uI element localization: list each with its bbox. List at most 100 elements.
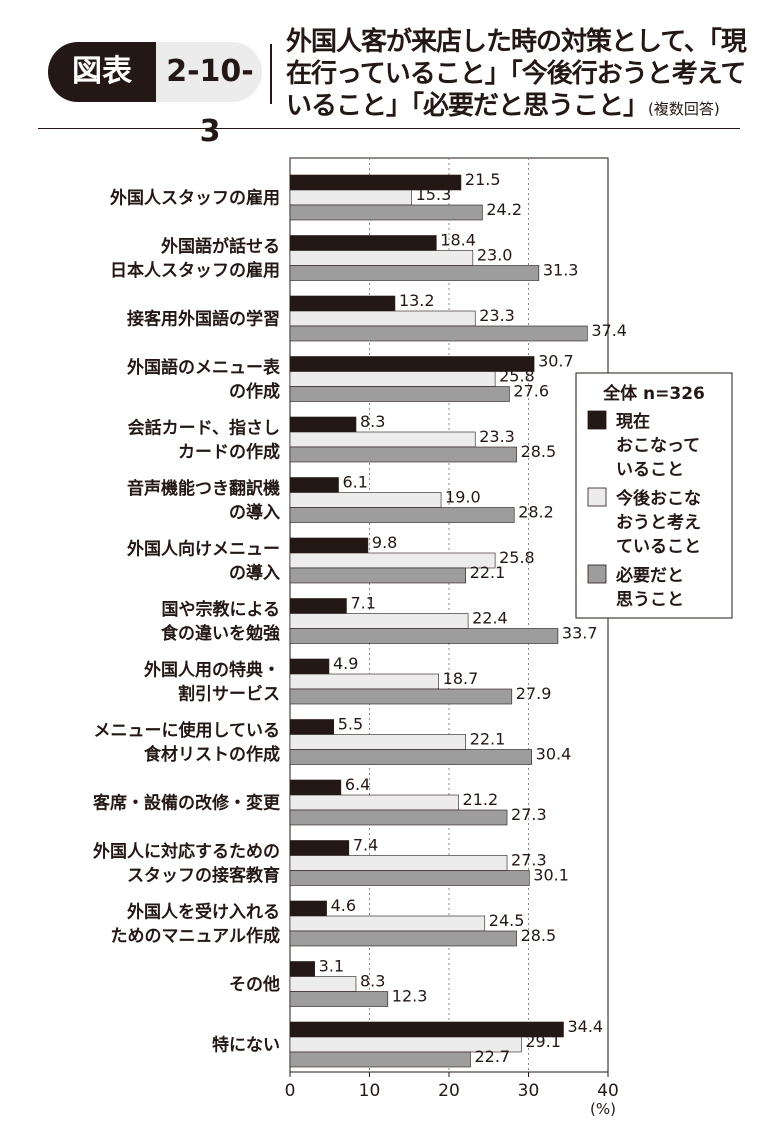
- bar-value-label: 28.5: [521, 442, 557, 461]
- bar: [289, 416, 357, 433]
- bar: [289, 855, 508, 871]
- bar: [289, 930, 517, 947]
- legend-label: おうと考え: [616, 512, 701, 533]
- bar-value-label: 13.2: [399, 291, 435, 310]
- category-label: 割引サービス: [178, 684, 280, 705]
- category-label: 日本人スタッフの雇用: [110, 260, 280, 281]
- header-rule: [38, 128, 740, 129]
- bar: [289, 900, 327, 917]
- category-label: 接客用外国語の学習: [127, 309, 280, 330]
- legend-title: 全体 n=326: [602, 383, 705, 404]
- bar: [289, 310, 476, 327]
- bar-value-label: 30.4: [536, 745, 572, 764]
- bar-value-label: 22.1: [470, 730, 506, 749]
- bar: [289, 719, 335, 735]
- category-label: 会話カード、指さし: [128, 418, 280, 439]
- bar: [289, 749, 532, 765]
- bar-value-label: 23.3: [479, 306, 515, 325]
- bar: [289, 386, 510, 402]
- bar-value-label: 12.3: [392, 987, 428, 1006]
- bar: [289, 325, 588, 342]
- bar-value-label: 29.1: [525, 1032, 561, 1051]
- bar: [289, 552, 496, 569]
- bar-value-label: 19.0: [445, 488, 481, 507]
- bar: [289, 976, 357, 992]
- category-label: ためのマニュアル作成: [111, 926, 281, 947]
- legend-label: おこなって: [616, 436, 700, 456]
- bar: [289, 250, 474, 266]
- bar-value-label: 21.2: [463, 790, 499, 809]
- bar-value-label: 30.7: [538, 352, 574, 371]
- bar-chart: 0 10 20 30 40(%)21.515.324.2外国人スタッフの雇用18.423…: [92, 157, 733, 1118]
- x-tick-label: 20: [438, 1081, 460, 1101]
- bar: [289, 189, 412, 206]
- category-label: 外国人用の特典・: [144, 660, 280, 681]
- x-tick-label: 0: [285, 1081, 296, 1101]
- category-label: の作成: [229, 381, 280, 402]
- category-label: 外国人向けメニュー: [127, 539, 280, 560]
- bar-value-label: 27.3: [511, 805, 547, 824]
- bar-value-label: 4.9: [333, 654, 358, 673]
- legend-label: 今後おこな: [616, 488, 701, 509]
- bar-value-label: 23.0: [477, 246, 513, 265]
- bar-value-label: 9.8: [372, 533, 397, 552]
- category-label: 食の違いを勉強: [161, 623, 280, 644]
- bar-value-label: 5.5: [338, 715, 363, 734]
- bar: [289, 658, 330, 675]
- title-separator: [270, 44, 272, 104]
- bar-value-label: 28.5: [521, 926, 557, 945]
- bar: [289, 1051, 471, 1068]
- bar: [289, 794, 459, 811]
- figure-number: 2-10-3: [166, 54, 254, 149]
- bar-value-label: 3.1: [319, 957, 344, 976]
- bar: [289, 492, 442, 508]
- x-tick-label: 10: [359, 1081, 381, 1101]
- bar-value-label: 31.3: [543, 261, 579, 280]
- figure-badge-label: 図表: [48, 42, 156, 102]
- x-tick-label: 40: [597, 1081, 619, 1101]
- category-label: カードの作成: [178, 442, 280, 463]
- bar: [289, 477, 339, 493]
- bar: [289, 265, 540, 281]
- bar: [289, 431, 476, 448]
- bar-value-label: 28.2: [518, 503, 554, 522]
- figure-header: 図表 2-10-3 外国人客が来店した時の対策として、「現在行っていること」「今…: [0, 0, 778, 149]
- bar-value-label: 24.2: [486, 200, 522, 219]
- category-label: 外国人を受け入れる: [127, 902, 280, 923]
- legend-label: 思うこと: [616, 590, 684, 610]
- bar-value-label: 18.7: [443, 669, 479, 688]
- bar: [289, 870, 530, 886]
- bar: [289, 613, 469, 629]
- category-label: 食材リストの作成: [144, 744, 280, 765]
- bar-value-label: 22.4: [472, 609, 508, 628]
- bar-value-label: 27.9: [516, 684, 552, 703]
- chart-title-note: (複数回答): [648, 100, 720, 118]
- bar-value-label: 24.5: [489, 911, 525, 930]
- bar: [289, 356, 535, 372]
- bar-value-label: 25.8: [499, 548, 535, 567]
- bar: [289, 809, 508, 826]
- bar-value-label: 22.1: [470, 563, 506, 582]
- bar: [289, 915, 486, 932]
- bar: [289, 991, 389, 1007]
- legend-label: 必要だと: [615, 565, 684, 586]
- category-label: 外国語が話せる: [161, 236, 280, 257]
- chart-title-main: 外国人客が来店した時の対策として、「現在行っていること」「今後行おうと考えている…: [286, 27, 747, 121]
- bar: [289, 673, 439, 690]
- category-label: 外国人に対応するための: [93, 841, 280, 862]
- x-tick-label: 30: [518, 1081, 540, 1101]
- category-label: メニューに使用している: [94, 720, 281, 741]
- bar-value-label: 23.3: [479, 427, 515, 446]
- category-label: スタッフの接客教育: [127, 865, 280, 886]
- legend-label: いること: [616, 460, 684, 480]
- bar-value-label: 18.4: [440, 231, 476, 250]
- bar: [289, 446, 517, 463]
- bar-value-label: 7.4: [353, 836, 378, 855]
- bar: [289, 598, 347, 614]
- bar: [289, 295, 396, 312]
- bar-value-label: 21.5: [465, 170, 501, 189]
- bar: [289, 235, 437, 251]
- bar-value-label: 4.6: [331, 896, 356, 915]
- category-label: の導入: [229, 563, 280, 584]
- bar: [289, 1021, 564, 1038]
